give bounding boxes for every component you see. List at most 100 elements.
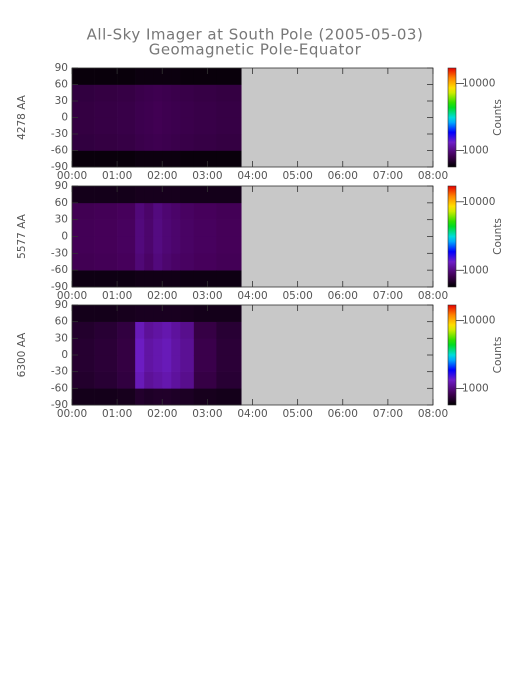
- heatmap-cell: [162, 305, 172, 322]
- heatmap-cell: [72, 134, 95, 151]
- heatmap-cell: [153, 253, 163, 271]
- heatmap-cell: [72, 202, 95, 220]
- x-tick-label: 05:00: [282, 170, 312, 182]
- heatmap-cell: [72, 117, 95, 135]
- heatmap-cell: [180, 355, 195, 372]
- x-tick-label: 00:00: [57, 290, 87, 302]
- heatmap-cell: [72, 84, 95, 102]
- heatmap-cell: [117, 236, 136, 254]
- heatmap-cell: [135, 134, 145, 151]
- heatmap-cell: [162, 355, 172, 372]
- heatmap-cell: [180, 186, 195, 204]
- heatmap-cell: [94, 270, 118, 288]
- heatmap-cell: [144, 270, 154, 288]
- heatmap-cell: [72, 270, 95, 288]
- heatmap-cell: [94, 68, 118, 85]
- heatmap-cell: [94, 305, 118, 322]
- heatmap-cell: [171, 270, 181, 288]
- heatmap-cell: [135, 84, 145, 102]
- heatmap-cell: [162, 117, 172, 135]
- heatmap-cell: [216, 371, 242, 389]
- heatmap-cell: [153, 321, 163, 339]
- heatmap-cell: [193, 219, 217, 237]
- y-tick-label: 60: [55, 79, 68, 91]
- heatmap-cell: [162, 84, 172, 102]
- x-tick-label: 08:00: [418, 408, 448, 420]
- heatmap-cell: [144, 321, 154, 339]
- heatmap-cell: [72, 68, 95, 85]
- heatmap-cell: [117, 305, 136, 322]
- heatmap-cell: [193, 355, 217, 372]
- x-tick-label: 04:00: [237, 290, 267, 302]
- heatmap-cell: [171, 134, 181, 151]
- heatmap-cell: [162, 371, 172, 389]
- heatmap-cell: [144, 186, 154, 204]
- heatmap-cell: [216, 270, 242, 288]
- heatmap-cell: [180, 68, 195, 85]
- x-tick-label: 02:00: [147, 170, 177, 182]
- y-tick-label: -90: [51, 281, 68, 293]
- heatmap-cell: [94, 202, 118, 220]
- heatmap-cell: [72, 321, 95, 339]
- heatmap-cell: [180, 253, 195, 271]
- x-tick-label: 07:00: [373, 170, 403, 182]
- heatmap-cell: [171, 371, 181, 389]
- heatmap-cell: [117, 355, 136, 372]
- heatmap-cell: [180, 321, 195, 339]
- heatmap-cell: [72, 150, 95, 168]
- colorbar-label: Counts: [492, 99, 504, 136]
- heatmap-cell: [117, 270, 136, 288]
- y-tick-label: -30: [51, 247, 68, 259]
- heatmap-cell: [135, 321, 145, 339]
- x-tick-label: 05:00: [282, 290, 312, 302]
- y-tick-label: 60: [55, 316, 68, 328]
- heatmap-cell: [153, 388, 163, 406]
- heatmap-cell: [193, 134, 217, 151]
- heatmap-cell: [216, 305, 242, 322]
- heatmap-cell: [144, 388, 154, 406]
- colorbar-label: Counts: [492, 218, 504, 255]
- x-tick-label: 04:00: [237, 170, 267, 182]
- heatmap-cell: [162, 202, 172, 220]
- x-tick-label: 08:00: [418, 170, 448, 182]
- heatmap-cell: [216, 134, 242, 151]
- heatmap-cell: [72, 388, 95, 406]
- x-tick-label: 08:00: [418, 290, 448, 302]
- heatmap-cell: [153, 236, 163, 254]
- heatmap-cell: [162, 321, 172, 339]
- heatmap-cell: [153, 84, 163, 102]
- heatmap-cell: [144, 338, 154, 356]
- heatmap-cell: [135, 202, 145, 220]
- heatmap-cell: [135, 101, 145, 118]
- heatmap-cell: [162, 338, 172, 356]
- heatmap-cell: [180, 134, 195, 151]
- heatmap-cell: [135, 68, 145, 85]
- x-tick-label: 02:00: [147, 290, 177, 302]
- heatmap-cell: [171, 68, 181, 85]
- y-tick-label: 30: [55, 214, 68, 226]
- heatmap-cell: [72, 101, 95, 118]
- heatmap-cell: [171, 219, 181, 237]
- y-tick-label: 0: [61, 349, 68, 361]
- heatmap-cell: [216, 101, 242, 118]
- heatmap-cell: [117, 388, 136, 406]
- heatmap-cell: [135, 355, 145, 372]
- heatmap-cell: [171, 321, 181, 339]
- heatmap-cell: [144, 84, 154, 102]
- heatmap-cell: [94, 371, 118, 389]
- heatmap-cell: [144, 355, 154, 372]
- colorbar-tick-label: 1000: [462, 145, 489, 157]
- heatmap-cell: [144, 219, 154, 237]
- heatmap-cell: [193, 117, 217, 135]
- heatmap-cell: [153, 202, 163, 220]
- heatmap-cell: [193, 253, 217, 271]
- y-tick-label: -90: [51, 161, 68, 173]
- chart-subtitle: Geomagnetic Pole-Equator: [149, 41, 362, 59]
- heatmap-cell: [171, 84, 181, 102]
- heatmap-cell: [171, 101, 181, 118]
- colorbar-tick-label: 1000: [462, 264, 489, 276]
- heatmap-cell: [216, 84, 242, 102]
- heatmap-cell: [162, 186, 172, 204]
- heatmap-cell: [135, 338, 145, 356]
- heatmap-cell: [180, 202, 195, 220]
